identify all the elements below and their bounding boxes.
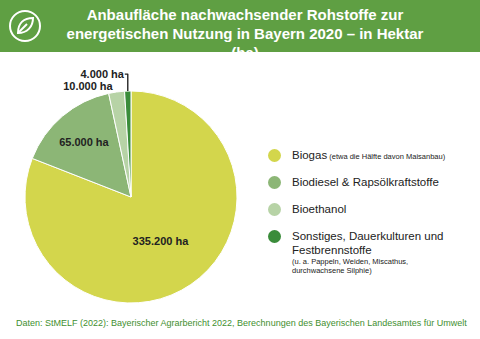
html-text:Anbaufläche nachwachsender Roh: Anbaufläche nachwachsender Rohstoffe zur…	[66, 6, 424, 61]
svg-text:4.000 ha: 4.000 ha	[80, 68, 124, 80]
html-text:Biodiesel & Rapsölkraftstoffe: Biodiesel & Rapsölkraftstoffe	[292, 176, 439, 188]
svg-text:65.000 ha: 65.000 ha	[59, 136, 109, 148]
html-text:(u. a. Pappeln, Weiden, Miscat: (u. a. Pappeln, Weiden, Miscathus, durch…	[292, 257, 409, 275]
svg-text:10.000 ha: 10.000 ha	[63, 80, 113, 92]
html-text:Daten: StMELF (2022): Bayerisc: Daten: StMELF (2022): Bayerischer Agrarb…	[16, 318, 467, 328]
html-text:Biogas(etwa die Hälfte davon M: Biogas(etwa die Hälfte davon Maisanbau)	[292, 149, 446, 161]
svg-text:335.200 ha: 335.200 ha	[133, 235, 190, 247]
html-text:Bioethanol: Bioethanol	[292, 203, 347, 215]
html-text:Sonstiges, Dauerkulturen und F: Sonstiges, Dauerkulturen und Festbrennst…	[292, 230, 444, 256]
